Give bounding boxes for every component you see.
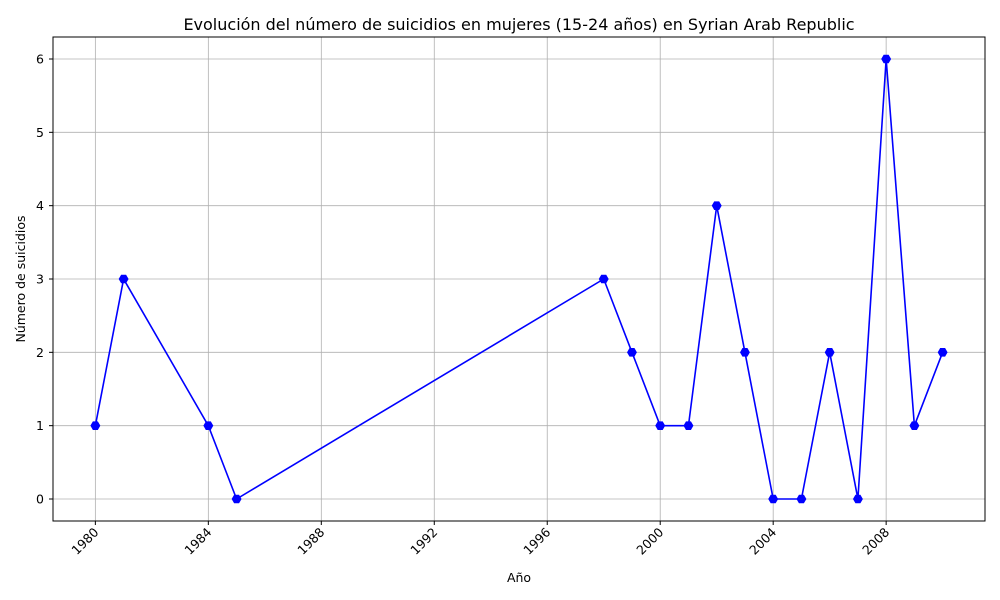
data-point	[711, 201, 722, 210]
data-point	[768, 494, 779, 504]
x-tick-label: 1992	[407, 525, 440, 558]
x-tick-label: 1988	[294, 524, 327, 557]
y-tick-label: 0	[36, 492, 44, 507]
data-point	[824, 348, 835, 357]
data-point	[118, 274, 129, 284]
y-tick-label: 2	[36, 345, 44, 360]
data-point	[90, 421, 101, 430]
data-point	[937, 348, 948, 357]
data-point	[231, 494, 242, 504]
data-point	[627, 348, 637, 357]
data-point	[598, 274, 609, 284]
data-point	[796, 494, 807, 504]
grid	[53, 37, 985, 521]
data-point	[881, 54, 892, 64]
x-axis-label: Año	[507, 570, 531, 585]
series-layer	[90, 54, 948, 504]
x-tick-label: 2000	[633, 524, 666, 557]
x-tick-label: 1996	[520, 524, 553, 557]
data-point	[739, 348, 750, 357]
axis-ticks: 0 1 2 3 4 5 6 1980 1984 1988 1992 1996 2000 2004 2008	[36, 52, 892, 558]
y-axis-label: Número de suicidios	[13, 215, 28, 342]
y-tick-label: 6	[36, 52, 44, 67]
y-tick-label: 1	[36, 418, 44, 433]
data-point	[852, 494, 863, 504]
data-point	[909, 421, 920, 430]
plot-frame	[52, 36, 986, 522]
y-tick-label: 5	[36, 125, 44, 140]
data-point	[683, 421, 694, 430]
chart-title: Evolución del número de suicidios en muj…	[183, 15, 854, 34]
x-tick-label: 1984	[181, 524, 214, 557]
x-tick-label: 1980	[68, 524, 101, 557]
data-point	[655, 421, 666, 430]
y-tick-label: 4	[36, 198, 44, 213]
x-tick-label: 2004	[746, 524, 779, 557]
x-tick-label: 2008	[859, 524, 892, 557]
data-point	[203, 421, 214, 430]
y-tick-label: 3	[36, 272, 44, 287]
